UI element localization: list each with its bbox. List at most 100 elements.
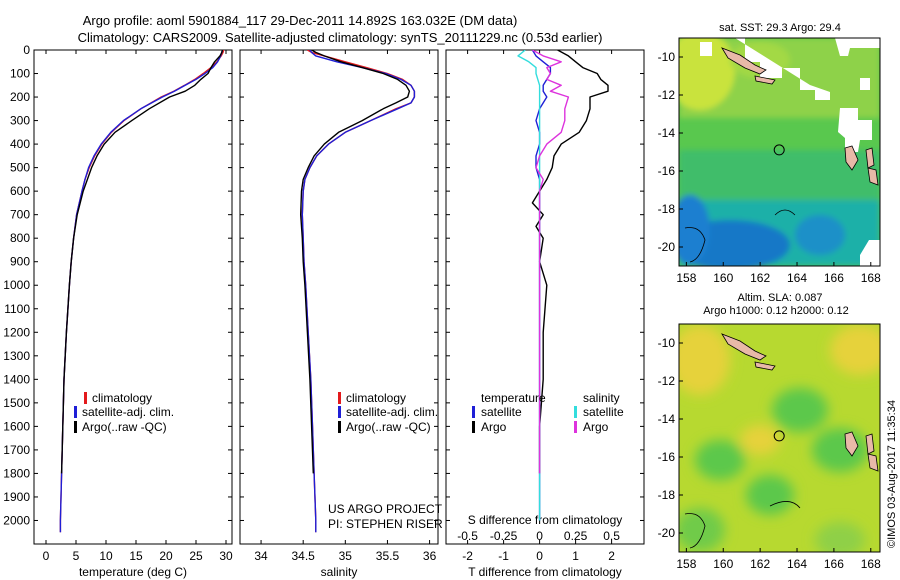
x-tick-label: 20: [159, 549, 173, 563]
legend-label-s-satellite: satellite: [583, 405, 624, 419]
sla-island: [844, 431, 859, 457]
sst-island: [865, 147, 875, 169]
sla-island: [721, 333, 767, 361]
y-tick-label: 500: [10, 161, 30, 175]
y-tick-label: 800: [10, 231, 30, 245]
x-tick-label: 2: [608, 549, 615, 563]
x-tick-label: 0: [43, 549, 50, 563]
sla-low-patch: [746, 475, 794, 515]
map-y-tick-label: -12: [658, 88, 676, 102]
legend-swatch-satellite: [74, 406, 77, 418]
sst-missing-data: [700, 42, 712, 56]
map-x-tick-label: 164: [787, 557, 807, 571]
map-y-tick-label: -14: [658, 412, 676, 426]
difference-profile-panel: -2 -1 0 1 2 -0.5 -0.25 0 0.25 0.5 S difference fro…: [445, 49, 645, 579]
legend-label-t-satellite: satellite: [481, 405, 522, 419]
x-tick-label-salinity: -0.5: [457, 529, 478, 543]
temperature-legend: climatology satellite-adj. clim. Argo(..…: [74, 391, 174, 434]
x-tick-label: 0: [536, 549, 543, 563]
sla-island: [867, 453, 879, 472]
legend-label-argo: Argo(..raw -QC): [82, 420, 167, 434]
map-y-tick-label: -16: [658, 450, 676, 464]
sst-island: [844, 145, 859, 171]
legend-label-climatology: climatology: [346, 391, 406, 405]
sla-island: [865, 433, 875, 455]
y-tick-label: 1200: [3, 325, 30, 339]
sla-map: 158 160 162 164 166 168 -10 -12 -14 -16 -18 -20: [658, 323, 881, 571]
legend-swatch-argo: [74, 421, 77, 433]
map-y-tick-label: -18: [658, 202, 676, 216]
sst-missing-data: [838, 108, 872, 152]
y-tick-label: 100: [10, 67, 30, 81]
x-tick-label: 34: [254, 549, 268, 563]
y-tick-label: 1500: [3, 396, 30, 410]
y-tick-label: 1100: [4, 302, 30, 316]
temperature-profile-panel: 0100200300400500600700800900100011001200…: [3, 43, 233, 579]
sst-cool-patch: [679, 195, 710, 265]
x-tick-label: -2: [462, 549, 473, 563]
map-y-tick-label: -16: [658, 164, 676, 178]
series-group: [300, 50, 416, 533]
timestamp: ©IMOS 03-Aug-2017 11:35:34: [886, 400, 898, 548]
y-tick-label: 700: [10, 208, 30, 222]
sst-island: [721, 47, 767, 75]
legend-header-temperature: temperature: [481, 391, 546, 405]
sst-map-frame: [678, 37, 881, 267]
x-axis-label: T difference from climatology: [468, 565, 622, 579]
legend-label-t-argo: Argo: [481, 420, 507, 434]
sla-low-patch: [815, 522, 865, 552]
x-axis-label: salinity: [321, 565, 358, 579]
legend-swatch-s-satellite: [574, 406, 577, 418]
x-tick-label: 25: [189, 549, 203, 563]
x-tick-label: 35: [339, 549, 353, 563]
x-tick-label: 10: [99, 549, 113, 563]
legend-label-argo: Argo(..raw -QC): [346, 420, 431, 434]
sla-high-patch: [679, 325, 730, 395]
map-y-tick-label: -18: [658, 488, 676, 502]
credit-project: US ARGO PROJECT: [328, 502, 443, 516]
map-x-tick-label: 168: [861, 271, 881, 285]
y-tick-label: 900: [10, 255, 30, 269]
legend-swatch-argo: [338, 421, 341, 433]
sla-map-field: [679, 325, 880, 552]
map-y-tick-label: -20: [658, 240, 676, 254]
sla-argo-location-marker: [773, 430, 785, 442]
sst-map-ticks: 158 160 162 164 166 168 -10 -12 -14 -16 -18 -20: [658, 50, 881, 285]
map-y-tick-label: -10: [658, 50, 676, 64]
series-group: [59, 50, 225, 533]
title-line-1: Argo profile: aoml 5901884_117 29-Dec-20…: [83, 13, 518, 28]
salinity-profile-panel: 34 34.5 35 35.5 36 salinity: [239, 49, 439, 579]
x-tick-label-salinity: 0.25: [564, 529, 588, 543]
sla-map-subtitle: Argo h1000: 0.12 h2000: 0.12: [703, 305, 849, 317]
x-tick-label: 1: [572, 549, 579, 563]
sla-low-patch: [695, 440, 745, 480]
sla-map-frame: [678, 323, 881, 553]
map-y-tick-label: -20: [658, 526, 676, 540]
y-tick-label: 600: [10, 184, 30, 198]
legend-swatch-climatology: [338, 392, 341, 404]
legend-header-salinity: salinity: [583, 391, 620, 405]
y-tick-label: 1000: [3, 278, 30, 292]
sla-high-patch: [830, 325, 880, 375]
map-x-tick-label: 160: [713, 271, 733, 285]
salinity-legend: climatology satellite-adj. clim. Argo(..…: [338, 391, 438, 434]
x-axis-label: temperature (deg C): [79, 565, 187, 579]
y-tick-label: 200: [10, 90, 30, 104]
y-tick-label: 1700: [3, 443, 30, 457]
sla-low-patch: [679, 508, 725, 552]
map-x-tick-label: 162: [750, 271, 770, 285]
sst-missing-data: [860, 240, 880, 266]
credit-pi: PI: STEPHEN RISER: [328, 517, 443, 531]
sla-low-patch: [772, 388, 828, 432]
sst-map-title: sat. SST: 29.3 Argo: 29.4: [719, 22, 841, 34]
map-x-tick-label: 166: [824, 557, 844, 571]
sst-island: [867, 167, 879, 186]
sla-bathymetry-contour: [769, 501, 801, 509]
sst-missing-data: [735, 38, 830, 100]
map-x-tick-label: 162: [750, 557, 770, 571]
map-y-tick-label: -14: [658, 126, 676, 140]
x-tick-label: 30: [219, 549, 233, 563]
y-tick-label: 2000: [3, 513, 30, 527]
legend-swatch-satellite: [338, 406, 341, 418]
y-tick-label: 0: [23, 43, 30, 57]
